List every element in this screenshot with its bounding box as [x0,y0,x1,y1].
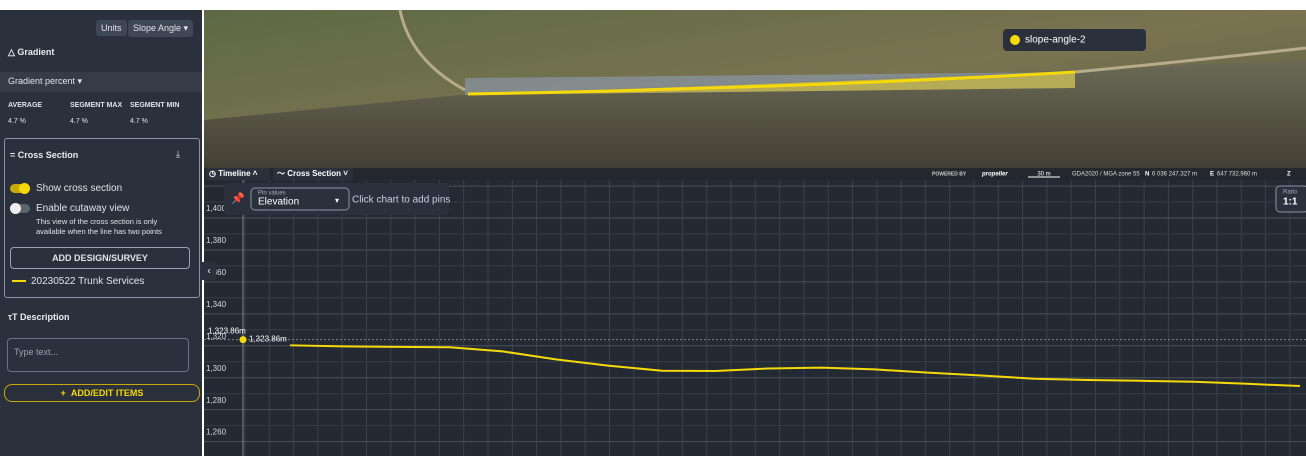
crs: GDA2020 / MGA zone 55 [1072,172,1140,178]
ratio-label: Ratio [1283,190,1298,196]
ratio-value: 1:1 [1283,197,1298,208]
y-tick-label: 1,420 [206,172,227,181]
map-imagery[interactable] [204,10,1306,180]
gradient-title: △ Gradient [8,47,55,57]
map-footer [204,168,1306,180]
z-label: Z [1287,172,1291,178]
brand: propeller [981,172,1008,178]
mode-text: Slope Angle [133,23,182,33]
e-label: E [1210,172,1214,178]
y-tick-label: 1,340 [206,300,227,309]
y-tick-label: 1,260 [206,428,227,437]
n-label: N [1145,172,1149,178]
y-tick-label: 1,320 [206,332,227,341]
y-tick-label: 1,400 [206,204,227,213]
val: 4.7 % [8,118,26,125]
map-label-box[interactable] [1003,29,1146,51]
add-edit-button[interactable]: + ADD/EDIT ITEMS [4,384,200,402]
map-road [398,9,1306,92]
cs-tab-label: 〜 Cross Section ˅ [277,169,348,178]
placeholder: Type text... [14,347,59,357]
e-value: 647 732.960 m [1217,172,1257,178]
add-edit-text: ADD/EDIT ITEMS [70,388,144,398]
y-tick-label: 1,280 [206,396,227,405]
pins-value: Elevation [258,197,299,208]
slope-fill [465,72,1075,95]
note: This view of the cross section is only a… [36,217,162,236]
timeline-tab[interactable] [206,168,270,180]
n-value: 6 036 247.327 m [1152,172,1197,178]
scale: 30 m [1037,172,1050,178]
cs-tab[interactable] [273,168,353,180]
gradient-select[interactable]: Gradient percent ▾ [8,76,83,86]
map-label-dot [1010,35,1020,45]
desc-input[interactable]: Type text... [7,338,189,372]
section-plane [465,72,1075,95]
slope-line [467,70,1076,96]
collapse-icon: ‹ [207,266,210,277]
desc-text: Description [20,312,70,322]
toggle-off[interactable] [10,203,30,214]
col: SEGMENT MAX [70,102,123,109]
cs-text: Cross Section [17,150,79,160]
gradient-bar [0,72,202,92]
add-design-button[interactable]: ADD DESIGN/SURVEY [10,247,190,269]
cursor-point [239,336,247,344]
units-button[interactable]: Units [96,20,127,36]
map-cliff [204,60,1306,180]
desc-title: τT Description [8,312,70,322]
toggle-label: Enable cutaway view [36,203,130,214]
gradient-select-text: Gradient percent [8,76,76,86]
chart-area[interactable] [204,180,1306,456]
layer-swatch [12,280,26,282]
ratio-box[interactable] [1275,185,1306,213]
download-icon[interactable]: ⤓ [176,149,180,159]
timeline-text: Timeline [218,169,251,178]
pins-select[interactable] [250,187,350,211]
val: 4.7 % [70,118,88,125]
map-label: slope-angle-2 [1025,35,1086,46]
y-tick-label: 1,380 [206,236,227,245]
layer-name: 20230522 Trunk Services [31,276,145,287]
mode-select[interactable]: Slope Angle ▾ [128,20,194,37]
y-tick-label: 1,360 [206,268,227,277]
collapse-button[interactable] [202,262,216,280]
col: AVERAGE [8,102,43,109]
cursor-axis-label: 1,323.86m [208,327,246,336]
val: 4.7 % [130,118,148,125]
profile-line [289,344,1301,388]
sidebar: Units Slope Angle ▾ △ Gradient Gradient … [0,10,202,456]
pins-toolbar [224,183,449,215]
pins-label: Pin values [258,191,286,197]
cs-title: = Cross Section [10,150,79,160]
cs-tab-text: Cross Section [287,169,341,178]
gradient-text: Gradient [17,47,55,57]
pins-hint: Click chart to add pins [352,195,450,206]
timeline-label: ◷ Timeline ˄ [209,169,258,178]
pins-caret: ▾ [335,196,339,205]
y-tick-label: 1,300 [206,364,227,373]
toggle-on[interactable] [10,183,30,194]
toggle-label: Show cross section [36,183,123,194]
grid [204,180,1306,456]
cursor-label: 1,323.86m [249,335,287,344]
powered: POWERED BY [932,171,967,177]
pin-icon: 📌 [231,191,245,205]
cross-section-panel [4,138,200,298]
col: SEGMENT MIN [130,102,180,109]
